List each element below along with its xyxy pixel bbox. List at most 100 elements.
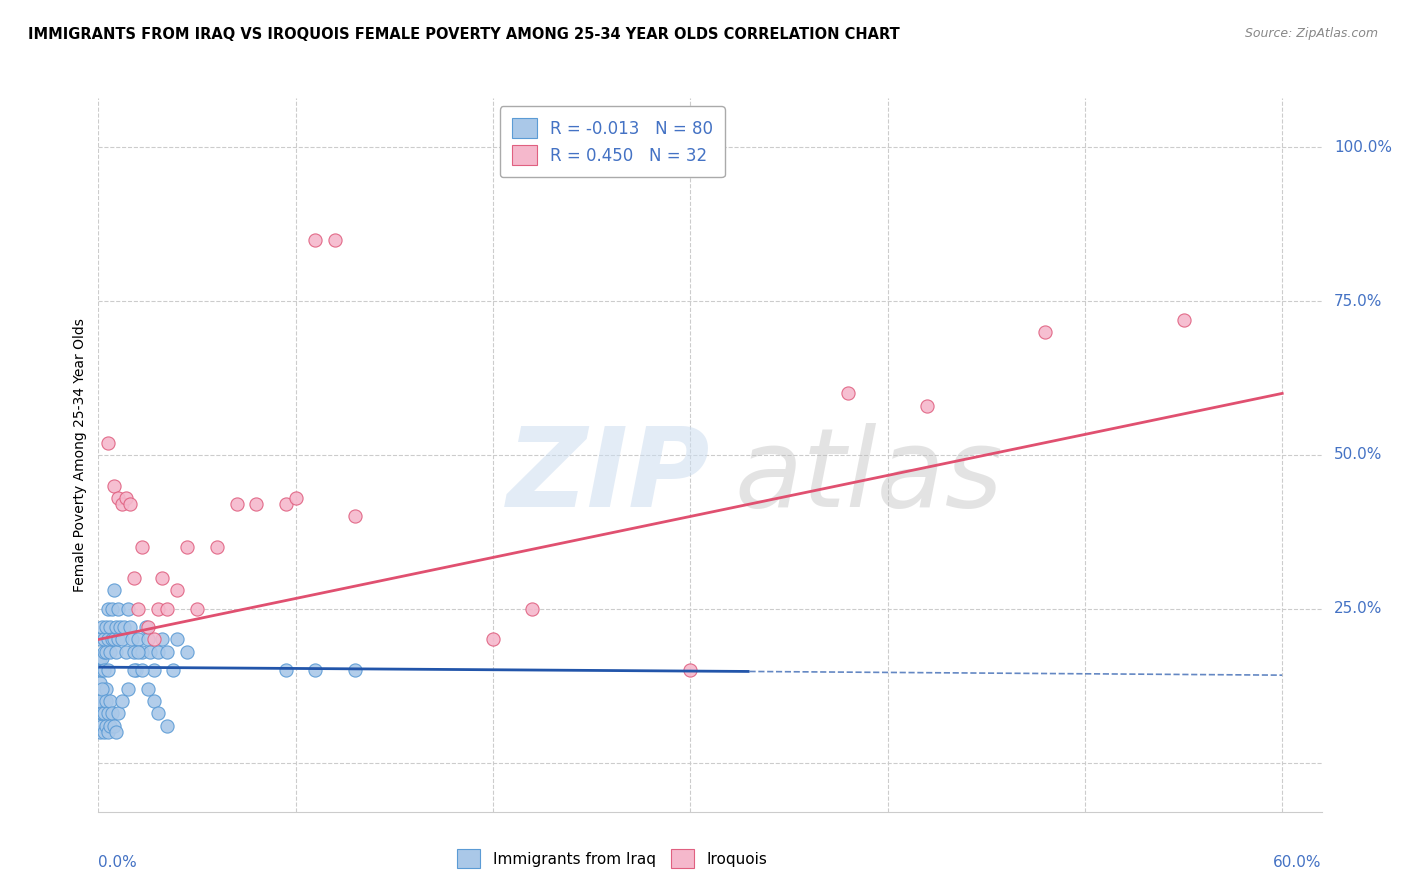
Point — [105, 645, 128, 659]
Point — [142, 694, 165, 708]
Point — [156, 718, 179, 732]
Point — [304, 233, 326, 247]
Point — [117, 601, 139, 615]
Point — [96, 645, 118, 659]
Point — [105, 620, 128, 634]
Point — [89, 724, 111, 739]
Point — [89, 632, 111, 647]
Point — [101, 632, 124, 647]
Point — [107, 632, 129, 647]
Point — [96, 681, 118, 696]
Point — [91, 694, 114, 708]
Point — [915, 399, 938, 413]
Point — [111, 497, 134, 511]
Point — [93, 694, 115, 708]
Point — [343, 509, 366, 524]
Point — [142, 663, 165, 677]
Point — [136, 681, 159, 696]
Point — [107, 706, 129, 721]
Point — [136, 632, 159, 647]
Point — [98, 620, 121, 634]
Point — [105, 724, 128, 739]
Point — [127, 645, 149, 659]
Point — [91, 706, 114, 721]
Point — [131, 645, 153, 659]
Point — [96, 694, 118, 708]
Point — [274, 663, 297, 677]
Point — [122, 663, 145, 677]
Point — [98, 645, 121, 659]
Point — [89, 651, 111, 665]
Point — [837, 386, 859, 401]
Point — [135, 620, 157, 634]
Point — [103, 478, 125, 492]
Point — [131, 540, 153, 554]
Point — [118, 620, 141, 634]
Point — [97, 435, 120, 450]
Point — [131, 663, 153, 677]
Point — [115, 645, 138, 659]
Text: 60.0%: 60.0% — [1274, 855, 1322, 870]
Point — [107, 491, 129, 505]
Point — [186, 601, 208, 615]
Point — [156, 645, 179, 659]
Point — [91, 681, 114, 696]
Point — [482, 632, 505, 647]
Point — [127, 601, 149, 615]
Point — [93, 724, 115, 739]
Point — [156, 601, 179, 615]
Text: IMMIGRANTS FROM IRAQ VS IROQUOIS FEMALE POVERTY AMONG 25-34 YEAR OLDS CORRELATIO: IMMIGRANTS FROM IRAQ VS IROQUOIS FEMALE … — [28, 27, 900, 42]
Point — [150, 632, 173, 647]
Point — [91, 718, 114, 732]
Text: 100.0%: 100.0% — [1334, 140, 1392, 155]
Point — [205, 540, 228, 554]
Point — [245, 497, 267, 511]
Point — [93, 663, 115, 677]
Point — [98, 694, 121, 708]
Point — [176, 645, 198, 659]
Point — [96, 718, 118, 732]
Point — [97, 724, 120, 739]
Point — [97, 706, 120, 721]
Point — [111, 632, 134, 647]
Point — [162, 663, 184, 677]
Point — [176, 540, 198, 554]
Text: 50.0%: 50.0% — [1334, 448, 1382, 462]
Point — [138, 645, 160, 659]
Point — [97, 632, 120, 647]
Point — [522, 601, 544, 615]
Point — [103, 632, 125, 647]
Point — [118, 497, 141, 511]
Point — [103, 718, 125, 732]
Point — [343, 663, 366, 677]
Point — [89, 694, 111, 708]
Point — [108, 620, 131, 634]
Point — [136, 620, 159, 634]
Point — [111, 694, 134, 708]
Text: atlas: atlas — [734, 423, 1002, 530]
Point — [101, 601, 124, 615]
Legend: Immigrants from Iraq, Iroquois: Immigrants from Iraq, Iroquois — [450, 841, 775, 875]
Point — [304, 663, 326, 677]
Point — [89, 663, 111, 677]
Point — [93, 645, 115, 659]
Point — [98, 718, 121, 732]
Point — [1035, 325, 1057, 339]
Point — [93, 632, 115, 647]
Point — [142, 632, 165, 647]
Point — [125, 663, 148, 677]
Point — [91, 706, 114, 721]
Point — [122, 571, 145, 585]
Point — [96, 620, 118, 634]
Point — [97, 663, 120, 677]
Point — [117, 681, 139, 696]
Text: 75.0%: 75.0% — [1334, 293, 1382, 309]
Point — [166, 583, 188, 598]
Point — [107, 601, 129, 615]
Point — [97, 601, 120, 615]
Point — [323, 233, 346, 247]
Point — [121, 632, 143, 647]
Point — [274, 497, 297, 511]
Point — [103, 583, 125, 598]
Point — [122, 645, 145, 659]
